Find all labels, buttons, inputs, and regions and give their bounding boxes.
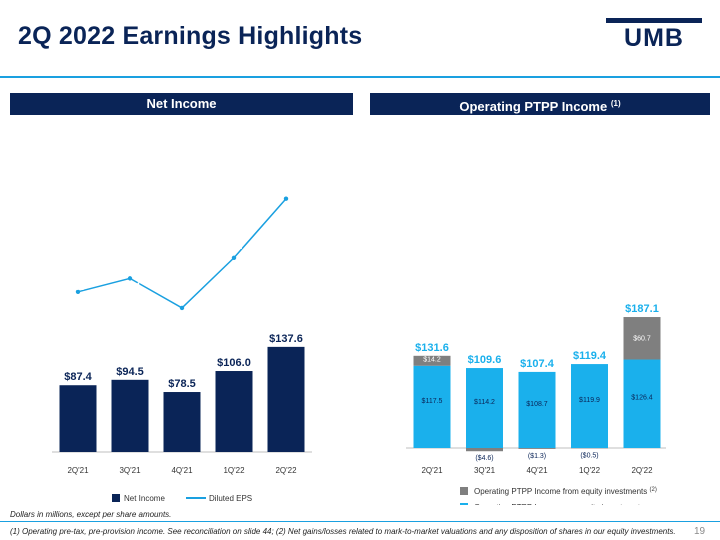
diluted-eps-label: $2.83 [276,183,297,192]
x-tick-label: 4Q'21 [171,466,193,475]
umb-logo: UMB [606,18,702,48]
footnote: (1) Operating pre-tax, pre-provision inc… [10,527,676,536]
ptpp-equity-value-label: ($4.6) [475,455,493,462]
net-income-bar [111,379,149,452]
ptpp-header: Operating PTPP Income (1) [370,93,710,115]
net-income-bar [267,346,305,452]
diluted-eps-point [75,289,81,294]
ptpp-income-chart: $117.5 $14.2 $131.6 2Q'21 $114.2 ($4.6) $109.6… [406,303,666,505]
ptpp-core-bar [571,364,608,448]
diluted-eps-label: $1.61 [172,315,193,324]
title-rule [0,76,720,78]
ptpp-total-label: $131.6 [415,342,449,354]
net-income-bar [59,385,97,452]
legend-swatch-net-income [112,494,120,502]
ptpp-equity-value-label: ($1.3) [528,453,546,460]
ptpp-equity-value-label: ($0.5) [580,452,598,459]
ptpp-equity-bar [623,317,661,360]
net-income-header-label: Net Income [146,96,217,111]
net-income-value-label: $137.6 [269,333,303,345]
ptpp-core-bar [413,365,451,448]
ptpp-core-value-label: $126.4 [631,394,653,401]
diluted-eps-label: $1.79 [65,283,86,292]
net-income-value-label: $87.4 [64,371,92,383]
diluted-eps-point [127,276,133,281]
ptpp-equity-value-label: $14.2 [423,356,441,363]
legend-label-core: Operating PTPP Income, ex. equity invest… [474,503,644,505]
legend-label-equity: Operating PTPP Income from equity invest… [474,487,657,496]
x-tick-label: 4Q'21 [526,466,548,475]
page-title: 2Q 2022 Earnings Highlights [18,22,363,50]
x-tick-label: 2Q'21 [421,466,443,475]
ptpp-equity-bar [518,448,556,449]
ptpp-equity-bar [413,355,451,366]
net-income-value-label: $78.5 [168,378,196,390]
legend-swatch-core [460,503,468,505]
ptpp-core-bar [466,368,503,448]
ptpp-total-label: $119.4 [573,350,607,362]
diluted-eps-point [231,255,237,260]
x-tick-label: 2Q'22 [275,466,297,475]
x-tick-label: 3Q'21 [119,466,141,475]
diluted-eps-label: $1.94 [120,281,141,290]
diluted-eps-label: $2.17 [224,242,245,251]
x-tick-label: 1Q'22 [223,466,245,475]
ptpp-core-value-label: $108.7 [526,401,548,408]
footer-rule [0,521,720,522]
x-tick-label: 2Q'21 [67,466,89,475]
net-income-value-label: $94.5 [116,366,144,378]
x-tick-label: 3Q'21 [474,466,496,475]
ptpp-core-value-label: $117.5 [422,398,443,405]
logo-text: UMB [624,24,684,48]
ptpp-total-label: $187.1 [625,303,659,315]
ptpp-equity-value-label: $60.7 [633,335,651,342]
legend-footnote-mark: (2) [649,487,656,493]
x-tick-label: 1Q'22 [579,466,601,475]
legend-swatch-equity [460,487,468,495]
ptpp-total-label: $107.4 [520,358,555,370]
diluted-eps-point [283,196,289,201]
legend-label-net-income: Net Income [124,494,165,503]
units-note: Dollars in millions, except per share am… [10,510,172,519]
ptpp-core-bar [518,371,556,448]
diluted-eps-line [77,198,287,309]
ptpp-header-label: Operating PTPP Income [459,99,608,114]
ptpp-core-value-label: $119.9 [579,397,600,404]
net-income-chart: $87.4 2Q'21 $94.5 3Q'21 $78.5 4Q'21 $106.0 1Q'2… [52,183,312,503]
ptpp-equity-bar [466,448,503,452]
ptpp-core-value-label: $114.2 [474,399,495,406]
diluted-eps-point [179,305,185,311]
ptpp-total-label: $109.6 [468,354,502,366]
ptpp-core-bar [623,359,661,448]
net-income-value-label: $106.0 [217,357,251,369]
ptpp-header-footnote-mark: (1) [610,99,621,108]
legend-label-diluted-eps: Diluted EPS [209,494,252,503]
x-tick-label: 2Q'22 [631,466,653,475]
net-income-bar [163,392,201,452]
net-income-header: Net Income [10,93,353,115]
net-income-bar [215,371,253,452]
page-number: 19 [694,526,706,537]
